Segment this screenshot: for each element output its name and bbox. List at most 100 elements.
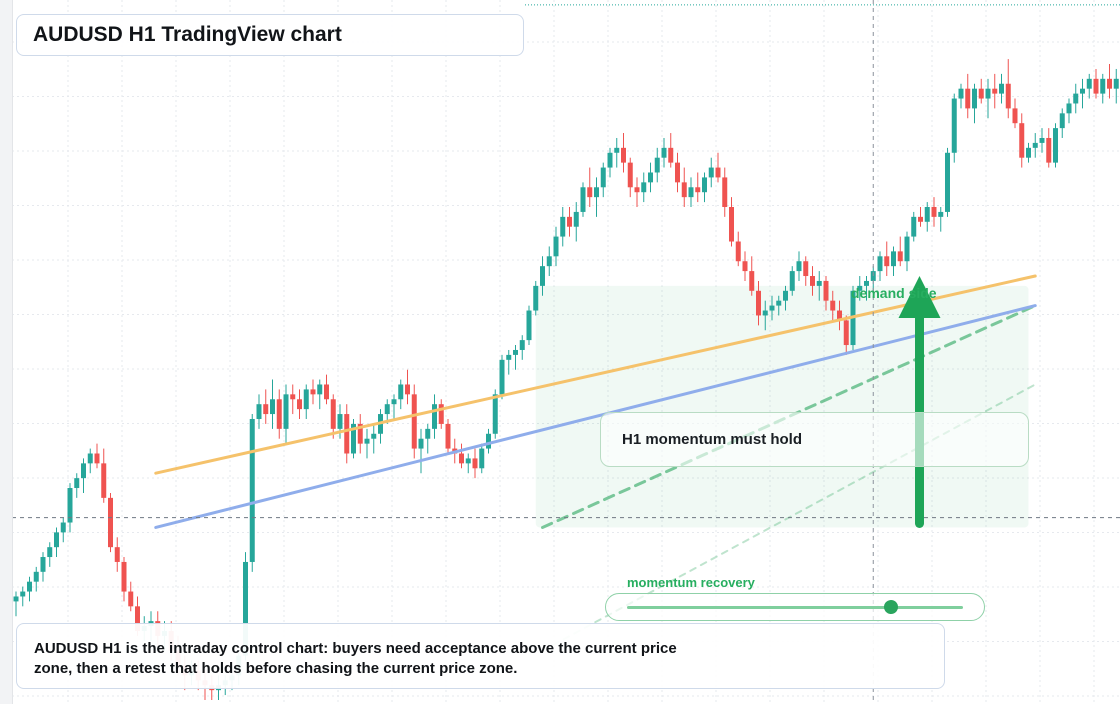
bull-candle: [249, 418, 255, 562]
bull-candle: [391, 399, 397, 405]
bull-candle: [688, 187, 694, 198]
bull-candle: [702, 177, 707, 193]
bull-candle: [904, 236, 910, 262]
bull-candle: [418, 438, 424, 449]
chart-grid: [12, 0, 1120, 704]
bull-candle: [654, 157, 660, 173]
bear-candle: [810, 276, 815, 286]
orange-trendline: [154, 274, 1037, 475]
bear-candle: [992, 88, 998, 94]
bull-candle: [492, 394, 498, 434]
bull-candle: [553, 236, 559, 257]
bear-candle: [843, 320, 849, 346]
bull-candle: [816, 280, 822, 286]
bull-candle: [47, 547, 53, 558]
bear-candle: [1107, 78, 1112, 89]
bear-candle: [965, 88, 971, 109]
bear-candle: [128, 591, 134, 607]
bear-candle: [411, 394, 417, 449]
bull-candle: [864, 280, 869, 286]
bear-candle: [310, 389, 316, 395]
bull-candle: [20, 591, 26, 597]
bear-candle: [445, 423, 451, 449]
bear-candle: [837, 310, 842, 321]
bear-candle: [1046, 137, 1052, 163]
bull-candle: [351, 423, 356, 454]
bull-candle: [317, 384, 323, 395]
trendlines: [154, 274, 1037, 529]
bull-candle: [594, 187, 599, 198]
bull-candle: [40, 557, 46, 572]
bear-candle: [695, 187, 701, 193]
bull-candle: [870, 271, 876, 281]
bear-candle: [715, 167, 721, 178]
bear-candle: [135, 606, 140, 631]
bear-candle: [290, 394, 296, 400]
bear-candle: [297, 399, 302, 410]
bull-candle: [951, 98, 957, 153]
bull-candle: [303, 389, 309, 410]
bull-candle: [533, 285, 539, 311]
bear-candle: [627, 162, 633, 188]
bull-candle: [999, 83, 1004, 94]
bull-candle: [958, 88, 964, 99]
demand-arrow-head: [898, 276, 941, 319]
bear-candle: [1012, 108, 1018, 124]
bull-candle: [499, 359, 505, 395]
bear-candle: [918, 216, 923, 222]
demand-zone: [535, 285, 1029, 528]
bear-candle: [722, 177, 728, 207]
bear-candle: [587, 187, 593, 198]
bull-candle: [776, 300, 782, 306]
bull-candle: [425, 428, 431, 439]
crosshair: [12, 0, 1120, 704]
title-panel: AUDUSD H1 TradingView chart: [16, 14, 524, 56]
left-toolbar: [0, 0, 13, 704]
note-text: AUDUSD H1 is the intraday control chart:…: [34, 640, 677, 677]
bull-candle: [607, 152, 613, 168]
bull-candle: [580, 187, 586, 212]
bull-candle: [789, 271, 795, 291]
bull-candle: [985, 88, 991, 99]
bear-candle: [897, 251, 903, 262]
bull-candle: [783, 290, 788, 301]
bear-candle: [621, 147, 626, 163]
bear-candle: [324, 384, 329, 400]
bull-candle: [526, 310, 532, 341]
bull-candle: [1032, 142, 1038, 148]
bull-candle: [256, 404, 262, 419]
bear-candle: [735, 241, 741, 262]
bear-candle: [634, 187, 640, 193]
bear-candle: [756, 290, 761, 316]
bear-candle: [749, 271, 755, 291]
momentum-callout: H1 momentum must hold: [600, 412, 1029, 467]
bear-candle: [263, 404, 269, 415]
bull-candle: [337, 414, 343, 429]
bull-candle: [648, 172, 653, 183]
bull-candle: [1073, 93, 1079, 104]
bear-candle: [742, 261, 748, 272]
bear-candle: [1093, 78, 1099, 94]
blue-trendline: [154, 304, 1037, 529]
momentum-slider-handle[interactable]: [883, 600, 898, 614]
bear-candle: [803, 261, 809, 277]
bear-candle: [438, 404, 444, 424]
momentum-slider[interactable]: [605, 593, 985, 621]
demand-zone-rect: [535, 285, 1029, 528]
bull-candle: [283, 394, 289, 429]
callout-text: H1 momentum must hold: [622, 431, 803, 448]
bull-candle: [67, 488, 73, 523]
bull-candle: [1113, 78, 1119, 89]
projection-1: [541, 304, 1037, 529]
bull-candle: [384, 404, 390, 415]
bull-candle: [762, 310, 768, 316]
bull-candle: [13, 596, 19, 602]
bear-candle: [830, 300, 836, 311]
bull-candle: [1086, 78, 1092, 89]
bear-candle: [330, 399, 336, 429]
bear-candle: [681, 182, 687, 198]
bear-candle: [114, 547, 120, 562]
bull-candle: [270, 399, 275, 415]
bear-candle: [121, 561, 127, 592]
